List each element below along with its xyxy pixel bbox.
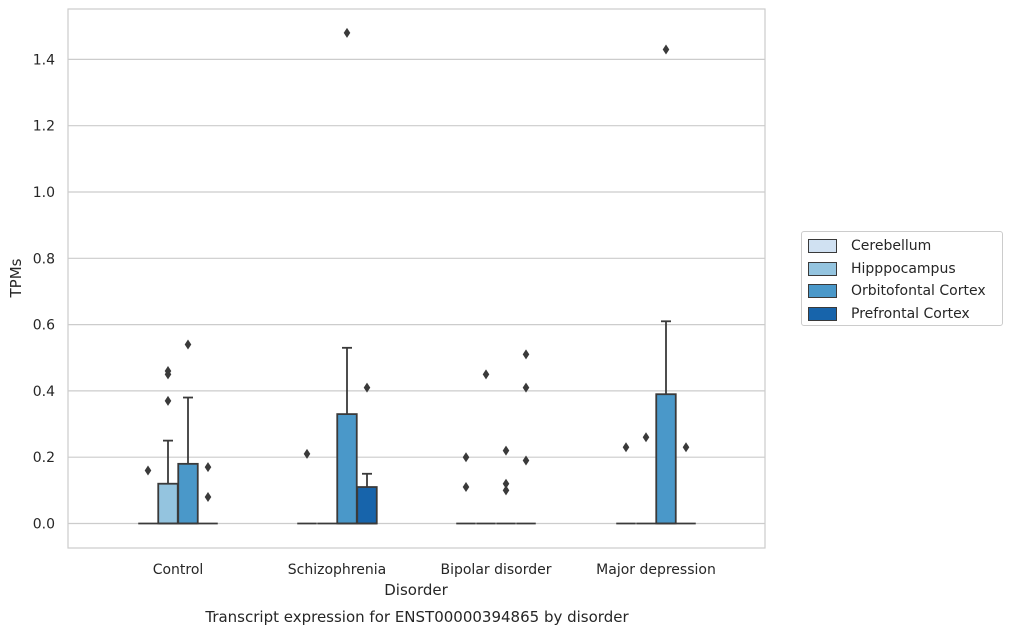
boxes (138, 27, 696, 525)
box-0-0 (138, 465, 158, 525)
legend-item-orbitofrontal-cortex: Orbitofontal Cortex (802, 280, 1002, 303)
outlier-point (502, 485, 510, 496)
outlier-point (682, 442, 690, 453)
y-tick-label: 0.6 (33, 318, 55, 334)
y-axis-title: TPMs (7, 258, 25, 298)
x-tick-label: Control (153, 562, 204, 578)
legend-label: Cerebellum (851, 238, 932, 255)
x-tick-label: Major depression (596, 562, 716, 578)
box-body (157, 482, 179, 525)
box-3-0 (616, 442, 636, 525)
legend-swatch-cerebellum (808, 239, 837, 254)
box-2-2 (496, 445, 516, 525)
y-tick-label: 0.8 (33, 251, 55, 267)
legend-swatch-hippocampus (808, 261, 837, 276)
figure-caption: Transcript expression for ENST0000039486… (204, 608, 629, 626)
box-2-0 (456, 452, 476, 525)
outlier-point (363, 382, 371, 393)
outlier-point (522, 382, 530, 393)
outlier-point (642, 432, 650, 443)
outlier-point (204, 462, 212, 473)
box-2-1 (476, 369, 496, 525)
legend-item-hippocampus: Hipppocampus (802, 258, 1002, 281)
box-3-2 (655, 44, 677, 525)
outlier-point (144, 465, 152, 476)
outlier-point (303, 448, 311, 459)
box-body (356, 486, 378, 525)
outlier-point (502, 478, 510, 489)
legend-swatch-orbitofrontal-cortex (808, 284, 837, 299)
box-0-2 (177, 339, 199, 525)
x-tick-label: Bipolar disorder (440, 562, 551, 578)
box-1-2 (336, 27, 358, 525)
outlier-point (622, 442, 630, 453)
y-tick-label: 0.0 (33, 517, 55, 533)
outlier-point (343, 27, 351, 38)
outlier-point (164, 369, 172, 380)
outlier-point (184, 339, 192, 350)
outlier-point (522, 349, 530, 360)
y-tick-label: 1.2 (33, 119, 55, 135)
outlier-point (462, 452, 470, 463)
box-0-1 (157, 366, 179, 525)
box-3-3 (676, 442, 696, 525)
box-1-3 (356, 382, 378, 525)
box-body (336, 413, 358, 525)
outlier-point (164, 395, 172, 406)
outlier-point (462, 482, 470, 493)
gridlines (68, 58, 765, 525)
legend-label: Orbitofontal Cortex (851, 283, 986, 300)
y-tick-label: 0.4 (33, 384, 55, 400)
outlier-point (482, 369, 490, 380)
x-axis-ticks: Control Schizophrenia Bipolar disorder Majo… (153, 562, 716, 578)
box-1-0 (297, 448, 317, 525)
outlier-point (662, 44, 670, 55)
legend-label: Hipppocampus (851, 260, 956, 277)
plot-area-frame (67, 8, 766, 549)
legend-swatch-prefrontal-cortex (808, 307, 837, 322)
y-tick-label: 1.0 (33, 185, 55, 201)
legend-label: Prefrontal Cortex (851, 306, 970, 323)
box-2-3 (516, 349, 536, 525)
x-tick-label: Schizophrenia (288, 562, 386, 578)
outlier-point (522, 455, 530, 466)
box-body (177, 462, 199, 525)
box-3-1 (636, 432, 656, 525)
legend: Cerebellum Hipppocampus Orbitofontal Cor… (801, 231, 1003, 326)
box-0-3 (198, 462, 218, 525)
outlier-point (204, 491, 212, 502)
x-axis-title: Disorder (384, 581, 448, 599)
box-body (655, 393, 677, 525)
outlier-point (502, 445, 510, 456)
y-tick-label: 1.4 (33, 52, 55, 68)
y-axis-ticks: 0.0 0.2 0.4 0.6 0.8 1.0 1.2 1.4 (33, 52, 55, 532)
legend-item-prefrontal-cortex: Prefrontal Cortex (802, 303, 1002, 326)
legend-item-cerebellum: Cerebellum (802, 235, 1002, 258)
y-tick-label: 0.2 (33, 450, 55, 466)
